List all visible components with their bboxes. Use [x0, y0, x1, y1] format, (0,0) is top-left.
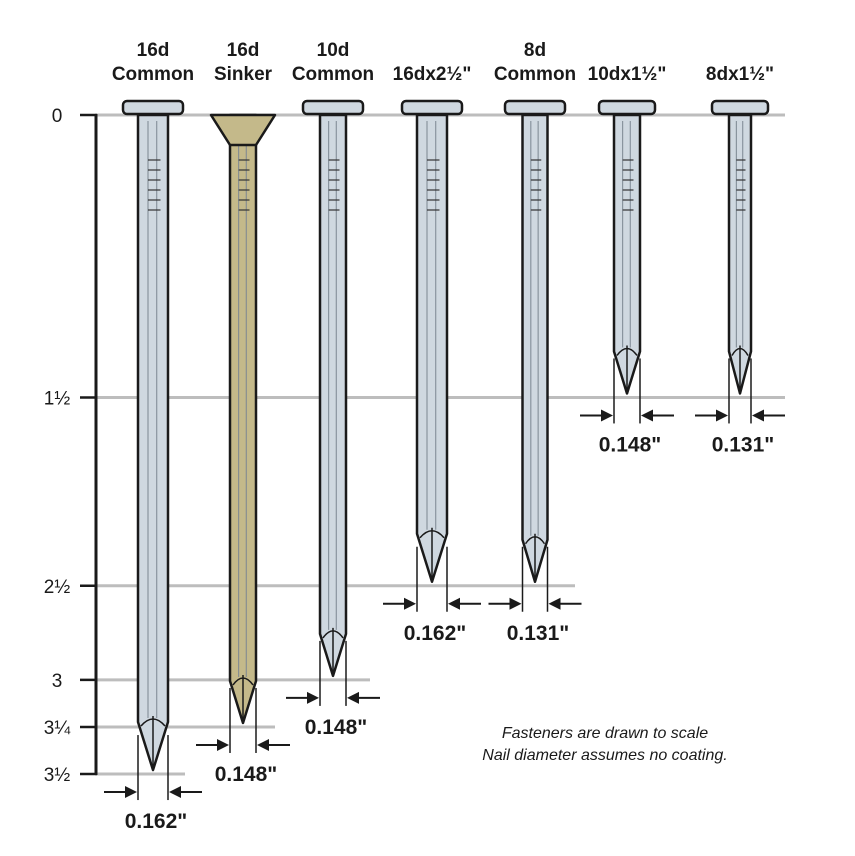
nail-label: Sinker	[214, 64, 273, 85]
nail-shank	[136, 113, 170, 772]
arrowhead-icon	[217, 738, 229, 751]
point-facet	[322, 627, 344, 672]
point-facet	[731, 345, 749, 390]
nail-8dx1-: 8dx1½" 0.131"	[695, 64, 785, 456]
nail-10d-common: 10d Common 0.148"	[286, 40, 380, 739]
nail-16dx2-: 16dx2½" 0.162"	[383, 64, 481, 645]
nail-label: Common	[494, 64, 576, 85]
scale-tick-label: 3¼	[44, 718, 72, 739]
nail-head	[121, 99, 185, 116]
arrowhead-icon	[307, 691, 319, 704]
arrowhead-icon	[404, 597, 416, 610]
nail-label: 10d	[317, 40, 350, 61]
nail-shank	[521, 113, 549, 583]
point-facet	[616, 345, 638, 390]
nail-diameter: 0.148"	[215, 763, 278, 786]
arrowhead-icon	[601, 409, 613, 422]
nail-label: 16d	[137, 40, 170, 61]
scale-tick-label: 3	[52, 671, 63, 692]
nail-diameter: 0.162"	[404, 622, 467, 645]
nail-label: 16dx2½"	[393, 64, 472, 85]
scale-tick-label: 0	[52, 106, 63, 127]
arrowhead-icon	[548, 597, 561, 610]
nail-label: 8d	[524, 40, 546, 61]
arrowhead-icon	[257, 738, 269, 751]
nail-shank	[228, 113, 258, 725]
nail-10dx1-: 10dx1½" 0.148"	[580, 64, 674, 456]
nail-head	[400, 99, 464, 116]
nail-diameter: 0.162"	[125, 810, 188, 833]
nail-label: Common	[292, 64, 374, 85]
arrowhead-icon	[752, 409, 764, 422]
scale-tick-label: 2½	[44, 577, 71, 598]
nail-head	[301, 99, 365, 116]
point-facet	[524, 533, 546, 578]
nail-16d-common: 16d Common 0.162"	[104, 40, 202, 833]
point-facet	[140, 716, 166, 767]
point-facet	[419, 527, 445, 578]
nail-diameter: 0.131"	[507, 622, 570, 645]
nail-head	[503, 99, 567, 116]
nail-diameter: 0.131"	[712, 433, 775, 456]
arrowhead-icon	[169, 786, 181, 799]
nail-label: Common	[112, 64, 194, 85]
scale-tick-label: 3½	[44, 765, 71, 786]
arrowhead-icon	[125, 786, 137, 799]
nail-label: 8dx1½"	[706, 64, 774, 85]
note-line-2: Nail diameter assumes no coating.	[482, 747, 728, 764]
scale-tick-label: 1½	[44, 388, 71, 409]
arrowhead-icon	[448, 597, 460, 610]
arrowhead-icon	[347, 691, 359, 704]
nail-8d-common: 8d Common 0.131"	[488, 40, 582, 645]
arrowhead-icon	[716, 409, 728, 422]
arrowhead-icon	[641, 409, 653, 422]
nail-16d-sinker: 16d Sinker 0.148"	[196, 40, 290, 786]
nail-diameter: 0.148"	[599, 433, 662, 456]
nail-label: 16d	[227, 40, 260, 61]
scale-note: Fasteners are drawn to scale Nail diamet…	[440, 723, 770, 767]
nail-head	[597, 99, 657, 116]
nail-head	[209, 113, 277, 147]
nail-diameter: 0.148"	[305, 716, 368, 739]
point-facet	[232, 674, 254, 719]
nail-shank	[415, 113, 449, 583]
note-line-1: Fasteners are drawn to scale	[501, 725, 709, 742]
arrowhead-icon	[509, 597, 522, 610]
nail-label: 10dx1½"	[588, 64, 667, 85]
nail-shank	[318, 113, 348, 678]
nail-head	[710, 99, 770, 116]
